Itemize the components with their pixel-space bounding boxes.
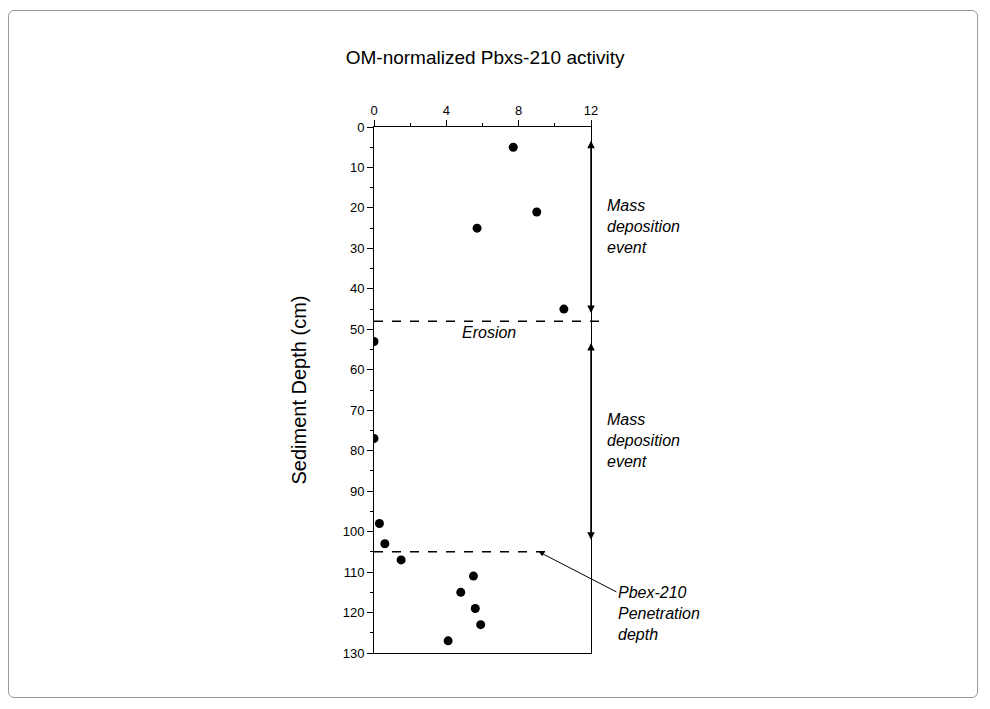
svg-text:Erosion: Erosion — [462, 324, 516, 341]
svg-text:30: 30 — [350, 241, 364, 256]
svg-text:Pbex-210Penetrationdepth: Pbex-210Penetrationdepth — [618, 584, 700, 643]
svg-text:90: 90 — [350, 484, 364, 499]
svg-text:110: 110 — [344, 565, 365, 580]
svg-text:40: 40 — [350, 281, 364, 296]
svg-text:8: 8 — [515, 103, 522, 118]
svg-text:80: 80 — [350, 443, 364, 458]
svg-text:70: 70 — [350, 403, 364, 418]
svg-text:OM-normalized Pbxs-210 activit: OM-normalized Pbxs-210 activity — [346, 47, 625, 68]
svg-text:Massdepositionevent: Massdepositionevent — [607, 411, 680, 470]
svg-text:100: 100 — [343, 524, 365, 539]
svg-text:130: 130 — [343, 646, 365, 661]
svg-text:4: 4 — [443, 103, 450, 118]
svg-text:12: 12 — [584, 103, 598, 118]
svg-text:20: 20 — [350, 200, 364, 215]
svg-text:120: 120 — [343, 605, 365, 620]
svg-text:10: 10 — [350, 160, 364, 175]
svg-text:50: 50 — [350, 322, 364, 337]
svg-text:Massdepositionevent: Massdepositionevent — [607, 197, 680, 256]
svg-text:0: 0 — [357, 120, 364, 135]
svg-text:0: 0 — [370, 103, 377, 118]
svg-text:60: 60 — [350, 362, 364, 377]
svg-text:Sediment Depth (cm): Sediment Depth (cm) — [288, 296, 310, 485]
